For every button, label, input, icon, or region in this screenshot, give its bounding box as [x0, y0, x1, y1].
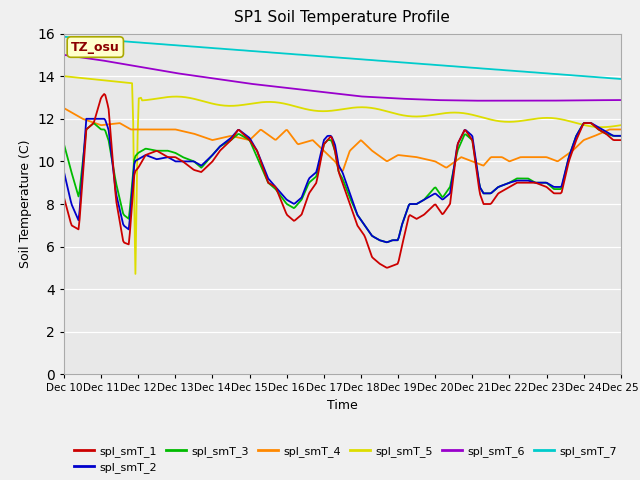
X-axis label: Time: Time — [327, 399, 358, 412]
Y-axis label: Soil Temperature (C): Soil Temperature (C) — [19, 140, 31, 268]
Text: TZ_osu: TZ_osu — [71, 40, 120, 54]
Legend: spl_smT_1, spl_smT_2, spl_smT_3, spl_smT_4, spl_smT_5, spl_smT_6, spl_smT_7: spl_smT_1, spl_smT_2, spl_smT_3, spl_smT… — [70, 441, 621, 478]
Title: SP1 Soil Temperature Profile: SP1 Soil Temperature Profile — [234, 11, 451, 25]
